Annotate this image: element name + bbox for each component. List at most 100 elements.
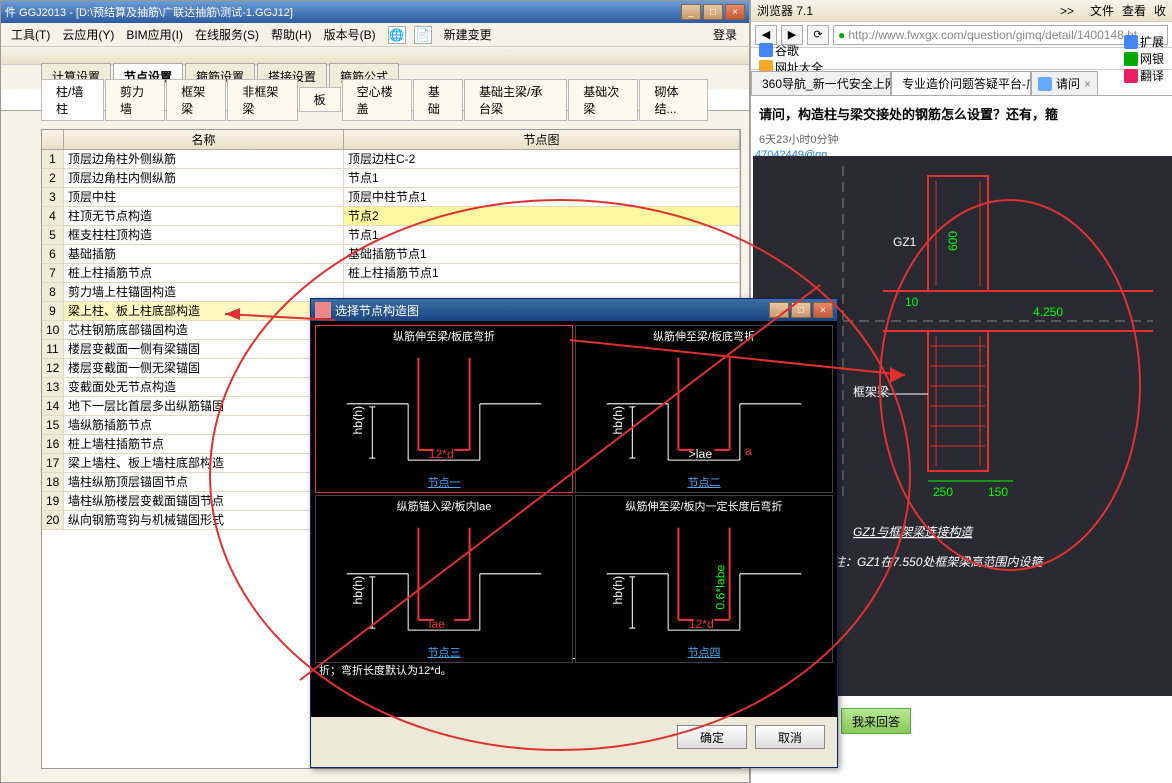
row-name: 顶层中柱 — [64, 188, 344, 206]
component-subtab[interactable]: 非框架梁 — [227, 79, 297, 121]
row-name: 框支柱柱顶构造 — [64, 226, 344, 244]
row-number: 9 — [42, 302, 64, 320]
node-link[interactable]: 节点三 — [316, 642, 572, 662]
browser-tab[interactable]: 360导航_新一代安全上网...× — [751, 71, 891, 95]
table-row[interactable]: 6基础插筋基础插筋节点1 — [42, 245, 740, 264]
doc-icon[interactable]: 📄 — [414, 26, 432, 44]
new-change-button[interactable]: 新建变更 — [438, 24, 498, 45]
globe-icon[interactable]: 🌐 — [388, 26, 406, 44]
component-subtab[interactable]: 基础主梁/承台梁 — [464, 79, 567, 121]
node-link[interactable]: 节点一 — [316, 472, 572, 492]
row-number: 8 — [42, 283, 64, 301]
table-row[interactable]: 7桩上柱插筋节点桩上柱插筋节点1 — [42, 264, 740, 283]
svg-text:600: 600 — [946, 231, 960, 251]
row-name: 墙柱纵筋楼层变截面锚固节点 — [64, 492, 344, 510]
node-title: 纵筋伸至梁/板底弯折 — [576, 326, 832, 346]
ok-button[interactable]: 确定 — [677, 725, 747, 749]
cancel-button[interactable]: 取消 — [755, 725, 825, 749]
row-node[interactable]: 节点2 — [344, 207, 740, 225]
minimize-button[interactable]: _ — [681, 4, 701, 20]
tab-close-icon[interactable]: × — [1084, 77, 1091, 91]
row-name: 梁上柱、板上柱底部构造 — [64, 302, 344, 320]
table-row[interactable]: 2顶层边角柱内侧纵筋节点1 — [42, 169, 740, 188]
table-row[interactable]: 3顶层中柱顶层中柱节点1 — [42, 188, 740, 207]
node-option[interactable]: 纵筋伸至梁/板内一定长度后弯折hb(h)12*d0.6*labe节点四 — [575, 495, 833, 663]
row-name: 楼层变截面一侧有梁锚固 — [64, 340, 344, 358]
svg-text:a: a — [745, 444, 752, 458]
dialog-close-button[interactable]: × — [813, 302, 833, 318]
dialog-buttons: 确定 取消 — [311, 717, 837, 757]
component-subtab[interactable]: 板 — [299, 87, 341, 112]
row-node[interactable]: 节点1 — [344, 169, 740, 187]
browser-menu-item[interactable]: 文件 — [1090, 4, 1114, 18]
browser-menu-item[interactable]: 查看 — [1122, 4, 1146, 18]
dialog-title: 选择节点构造图 — [335, 302, 769, 319]
table-row[interactable]: 1顶层边角柱外侧纵筋顶层边柱C-2 — [42, 150, 740, 169]
component-subtab[interactable]: 基础次梁 — [568, 79, 638, 121]
svg-text:12*d: 12*d — [429, 447, 454, 461]
row-name: 剪力墙上柱锚固构造 — [64, 283, 344, 301]
browser-menu-item[interactable]: 收 — [1154, 4, 1166, 18]
node-option[interactable]: 纵筋锚入梁/板内laehb(h)lae节点三 — [315, 495, 573, 663]
node-link[interactable]: 节点四 — [576, 642, 832, 662]
node-option[interactable]: 纵筋伸至梁/板底弯折hb(h)12*d节点一 — [315, 325, 573, 493]
row-number: 4 — [42, 207, 64, 225]
row-number: 5 — [42, 226, 64, 244]
login-button[interactable]: 登录 — [705, 24, 745, 45]
reply-button[interactable]: 我来回答 — [841, 708, 911, 734]
browser-tabs: 360导航_新一代安全上网...×专业造价问题答疑平台-广...×请问× — [751, 70, 1172, 96]
window-title: 件 GGJ2013 - [D:\预结算及抽筋\广联达抽筋\测试-1.GGJ12] — [5, 4, 681, 20]
browser-tab[interactable]: 专业造价问题答疑平台-广...× — [891, 71, 1031, 95]
row-node[interactable]: 节点1 — [344, 226, 740, 244]
row-node[interactable]: 顶层中柱节点1 — [344, 188, 740, 206]
menu-bar: 工具(T)云应用(Y)BIM应用(I)在线服务(S)帮助(H)版本号(B) 🌐 … — [1, 23, 749, 47]
component-subtab[interactable]: 框架梁 — [166, 79, 226, 121]
bookmark-item[interactable]: 谷歌 — [759, 42, 823, 59]
row-name: 梁上墙柱、板上墙柱底部构造 — [64, 454, 344, 472]
menu-item[interactable]: BIM应用(I) — [120, 26, 189, 44]
table-row[interactable]: 5框支柱柱顶构造节点1 — [42, 226, 740, 245]
svg-text:12*d: 12*d — [689, 617, 714, 631]
row-name: 纵向钢筋弯钩与机械锚固形式 — [64, 511, 344, 529]
component-subtab[interactable]: 剪力墙 — [105, 79, 165, 121]
menu-item[interactable]: 工具(T) — [5, 26, 56, 44]
url-input[interactable]: ● http://www.fwxgx.com/question/gimq/det… — [833, 25, 1168, 45]
row-node[interactable]: 基础插筋节点1 — [344, 245, 740, 263]
svg-text:GZ1与框架梁连接构造: GZ1与框架梁连接构造 — [853, 525, 973, 539]
node-option[interactable]: 纵筋伸至梁/板底弯折hb(h)>laea节点二 — [575, 325, 833, 493]
svg-text:250: 250 — [933, 485, 953, 499]
toolbar-item[interactable]: 翻译 — [1124, 67, 1164, 84]
svg-text:150: 150 — [988, 485, 1008, 499]
row-name: 楼层变截面一侧无梁锚固 — [64, 359, 344, 377]
tab-label: 360导航_新一代安全上网... — [762, 75, 891, 92]
question-time: 6天23小时0分钟 — [751, 131, 1172, 147]
component-subtab[interactable]: 空心楼盖 — [342, 79, 412, 121]
row-number: 1 — [42, 150, 64, 168]
svg-text:hb(h): hb(h) — [611, 576, 625, 605]
menu-item[interactable]: 云应用(Y) — [56, 26, 120, 44]
menu-item[interactable]: 帮助(H) — [265, 26, 318, 44]
browser-tab[interactable]: 请问× — [1031, 71, 1098, 95]
toolbar-item[interactable]: 网银 — [1124, 50, 1164, 67]
row-number: 14 — [42, 397, 64, 415]
dialog-minimize-button[interactable]: _ — [769, 302, 789, 318]
node-title: 纵筋锚入梁/板内lae — [316, 496, 572, 516]
maximize-button[interactable]: □ — [703, 4, 723, 20]
header-name: 名称 — [64, 130, 344, 149]
table-row[interactable]: 4柱顶无节点构造节点2 — [42, 207, 740, 226]
row-node[interactable]: 桩上柱插筋节点1 — [344, 264, 740, 282]
dialog-maximize-button[interactable]: □ — [791, 302, 811, 318]
node-link[interactable]: 节点二 — [576, 472, 832, 492]
menu-item[interactable]: 在线服务(S) — [189, 26, 265, 44]
component-subtab[interactable]: 柱/墙柱 — [41, 79, 104, 121]
menu-item[interactable]: 版本号(B) — [318, 26, 382, 44]
toolbar-item[interactable]: 扩展 — [1124, 33, 1164, 50]
row-number: 20 — [42, 511, 64, 529]
svg-text:GZ1: GZ1 — [893, 235, 917, 249]
component-subtab[interactable]: 基础 — [413, 79, 463, 121]
row-node[interactable]: 顶层边柱C-2 — [344, 150, 740, 168]
window-controls: _ □ × — [681, 4, 745, 20]
close-button[interactable]: × — [725, 4, 745, 20]
svg-text:注：GZ1在7.550处框架梁高范围内设箍: 注：GZ1在7.550处框架梁高范围内设箍 — [833, 555, 1044, 569]
component-subtab[interactable]: 砌体结... — [639, 79, 708, 121]
